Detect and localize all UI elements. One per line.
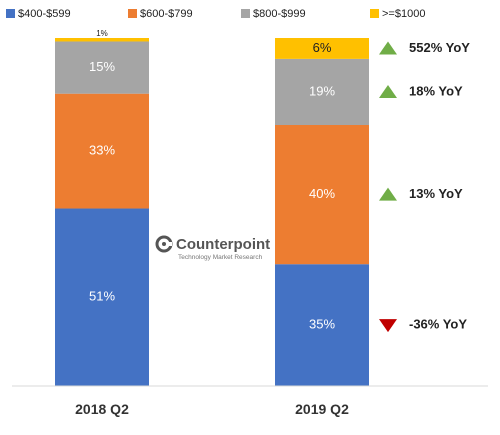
watermark-name: Counterpoint — [176, 236, 270, 253]
legend-label-1000: >=$1000 — [382, 8, 425, 20]
yoy-label-400-599: -36% YoY — [409, 317, 467, 332]
up-arrow-icon-600-799 — [379, 187, 397, 201]
data-label-2018-q2-1000: 1% — [96, 29, 108, 38]
up-arrow-icon-800-999 — [379, 84, 397, 98]
bar-segment-2018-q2-800-999 — [55, 41, 149, 94]
legend-swatch-400-599 — [6, 9, 15, 18]
counterpoint-logo-icon — [155, 235, 173, 253]
legend-swatch-1000 — [370, 9, 379, 18]
data-label-2019-q2-800-999: 19% — [309, 83, 335, 98]
bar-segment-2019-q2-800-999 — [275, 58, 369, 125]
bars: 51% 33% 15% 1% 35% 40% 19% 6% — [55, 29, 369, 386]
counterpoint-watermark: Counterpoint Technology Market Research — [155, 235, 270, 261]
data-label-2019-q2-1000: 6% — [313, 40, 332, 55]
category-labels: 2018 Q2 2019 Q2 — [75, 401, 349, 417]
legend: $400-$599 $600-$799 $800-$999 >=$1000 — [6, 8, 425, 20]
down-arrow-icon-400-599 — [379, 319, 397, 333]
legend-label-400-599: $400-$599 — [18, 8, 71, 20]
yoy-label-1000: 552% YoY — [409, 40, 470, 55]
data-label-2018-q2-600-799: 33% — [89, 143, 115, 158]
watermark-tagline: Technology Market Research — [178, 254, 263, 261]
category-label-2018-q2: 2018 Q2 — [75, 401, 129, 417]
bar-segment-2018-q2-400-599 — [55, 208, 149, 386]
data-label-2019-q2-600-799: 40% — [309, 186, 335, 201]
legend-label-800-999: $800-$999 — [253, 8, 306, 20]
yoy-label-600-799: 13% YoY — [409, 186, 463, 201]
bar-segment-2019-q2-600-799 — [275, 125, 369, 265]
yoy-annotations: 552% YoY 18% YoY 13% YoY -36% YoY — [379, 40, 470, 333]
up-arrow-icon-1000 — [379, 41, 397, 55]
bar-segment-2018-q2-600-799 — [55, 93, 149, 209]
data-label-2018-q2-400-599: 51% — [89, 289, 115, 304]
legend-label-600-799: $600-$799 — [140, 8, 193, 20]
bar-segment-2018-q2-1000 — [55, 38, 149, 42]
data-label-2018-q2-800-999: 15% — [89, 59, 115, 74]
bar-segment-2019-q2-400-599 — [275, 264, 369, 386]
legend-swatch-600-799 — [128, 9, 137, 18]
bar-segment-2019-q2-1000 — [275, 38, 369, 59]
data-label-2019-q2-400-599: 35% — [309, 317, 335, 332]
category-label-2019-q2: 2019 Q2 — [295, 401, 349, 417]
legend-swatch-800-999 — [241, 9, 250, 18]
yoy-label-800-999: 18% YoY — [409, 83, 463, 98]
